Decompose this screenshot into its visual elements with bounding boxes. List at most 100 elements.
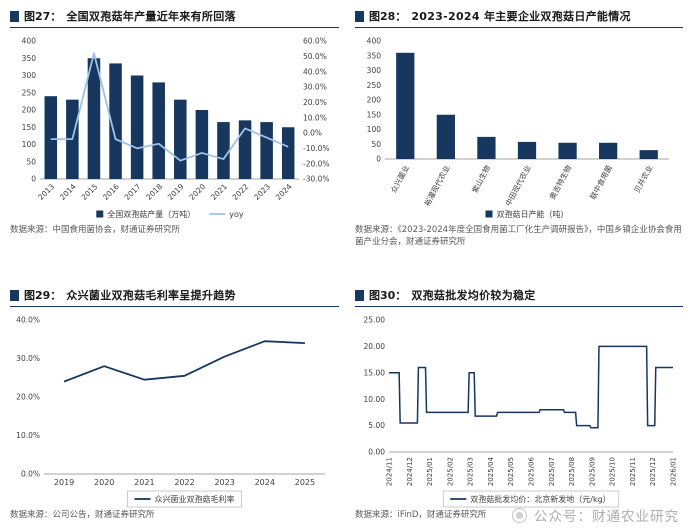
figure-30-title: 双孢菇批发均价较为稳定: [411, 289, 536, 302]
axes: 0.00 5.00 10.00 15.00 20.00 25.00: [364, 316, 673, 457]
svg-text:联中食用菌: 联中食用菌: [587, 163, 614, 201]
svg-text:50: 50: [26, 157, 36, 166]
figure-29-source: 数据来源：公司公告，财通证券研究所: [10, 510, 155, 520]
svg-text:20.0%: 20.0%: [303, 98, 327, 107]
svg-text:2025/05: 2025/05: [507, 457, 515, 486]
legend: 众兴菌业双孢菇毛利率: [127, 490, 242, 508]
svg-text:2016: 2016: [101, 182, 121, 202]
figure-28-tag: 图28：: [369, 10, 407, 23]
x-axis-labels: 2024/11 2024/12 2025/01 2025/02 2025/03 2025/…: [386, 456, 678, 486]
figure-27-tag: 图27：: [24, 10, 62, 23]
svg-text:15.00: 15.00: [364, 368, 386, 377]
bars: [396, 52, 658, 159]
svg-text:200: 200: [367, 96, 382, 105]
svg-text:250: 250: [367, 81, 382, 90]
figure-bullet-icon: [355, 289, 364, 301]
svg-text:2019: 2019: [54, 478, 74, 487]
svg-text:300: 300: [22, 71, 37, 80]
svg-text:400: 400: [367, 37, 382, 46]
figure-28-panel: 图28： 2023-2024 年主要企业双孢菇日产能情况 0 50 100 150 20…: [355, 8, 683, 273]
fig27-svg: 0 50 100 150 200 250 300 350 400 -30.0% -20.0% -10.…: [22, 37, 330, 219]
fig29-svg: 0.0% 10.0% 20.0% 30.0% 40.0% 2019 2020 2021 2022…: [16, 316, 325, 508]
svg-text:2024/12: 2024/12: [406, 457, 414, 486]
bars: [44, 58, 295, 179]
svg-text:众兴菌业: 众兴菌业: [388, 163, 411, 195]
svg-text:50.0%: 50.0%: [303, 52, 327, 61]
svg-text:2020: 2020: [187, 182, 207, 202]
svg-text:0: 0: [376, 155, 381, 164]
svg-text:50: 50: [371, 140, 381, 149]
svg-text:双孢菇日产能（吨）: 双孢菇日产能（吨）: [497, 209, 569, 219]
svg-text:2017: 2017: [123, 182, 143, 202]
svg-text:-10.0%: -10.0%: [303, 144, 330, 153]
svg-text:2025/10: 2025/10: [609, 457, 617, 486]
svg-text:2021: 2021: [209, 182, 229, 202]
caitong-logo-icon: [512, 507, 527, 523]
figure-30-panel: 图30： 双孢菇批发均价较为稳定 0.00 5.00 10.00 15.00 20.00…: [355, 287, 683, 524]
svg-text:2025/12: 2025/12: [649, 457, 657, 486]
svg-text:2025: 2025: [295, 478, 315, 487]
figure-29-chart: 0.0% 10.0% 20.0% 30.0% 40.0% 2019 2020 2021 2022…: [10, 312, 339, 508]
legend: 双孢菇日产能（吨）: [485, 209, 569, 219]
figure-27-header: 图27： 全国双孢菇年产量近年来有所回落: [10, 8, 339, 28]
axes: 0 50 100 150 200 250 300 350 400 -30.0% -20.0% -10.…: [22, 37, 330, 184]
figure-27-panel: 图27： 全国双孢菇年产量近年来有所回落 0 50 100 150 200 250 300 3…: [10, 8, 339, 273]
svg-text:350: 350: [367, 51, 382, 60]
figure-30-header: 图30： 双孢菇批发均价较为稳定: [355, 287, 683, 307]
figure-bullet-icon: [10, 289, 19, 301]
svg-text:25.00: 25.00: [364, 316, 386, 325]
svg-text:众兴菌业双孢菇毛利率: 众兴菌业双孢菇毛利率: [155, 494, 235, 504]
svg-text:2025/02: 2025/02: [446, 457, 454, 486]
svg-text:2024: 2024: [274, 182, 294, 202]
svg-text:中田现代农业: 中田现代农业: [503, 163, 533, 208]
svg-text:yoy: yoy: [229, 210, 244, 219]
svg-text:60.0%: 60.0%: [303, 37, 327, 46]
svg-text:-20.0%: -20.0%: [303, 159, 330, 168]
figure-30-chart: 0.00 5.00 10.00 15.00 20.00 25.00 2024/11 2024/…: [355, 312, 683, 508]
svg-text:奥吉特生物: 奥吉特生物: [547, 163, 574, 201]
figure-29-tag: 图29：: [24, 289, 62, 302]
fig28-svg: 0 50 100 150 200 250 300 350 400 众兴菌业 裕灌现代农业 紫山生物 中田…: [367, 37, 669, 219]
svg-text:0.0%: 0.0%: [303, 129, 322, 138]
svg-text:2019: 2019: [166, 182, 186, 202]
step-line: [389, 345, 673, 429]
x-axis-labels: 2019 2020 2021 2022 2023 2024 2025: [54, 478, 315, 487]
figure-28-source: 数据来源：《2023-2024年度全国食用菌工厂化生产调研报告》，中国乡镇企业协…: [355, 225, 682, 247]
figure-28-header: 图28： 2023-2024 年主要企业双孢菇日产能情况: [355, 8, 683, 28]
watermark: 公众号：财通农业研究: [512, 505, 679, 525]
figure-29-header: 图29： 众兴菌业双孢菇毛利率呈提升趋势: [10, 287, 339, 307]
legend: 双孢菇批发均价：北京新发地（元/kg）: [442, 490, 620, 508]
data-line: [50, 52, 289, 162]
svg-text:150: 150: [22, 123, 37, 132]
svg-text:0.00: 0.00: [368, 448, 385, 457]
svg-text:2013: 2013: [36, 182, 56, 202]
svg-text:5.00: 5.00: [368, 421, 385, 430]
svg-text:2018: 2018: [144, 182, 164, 202]
svg-text:2025/04: 2025/04: [487, 456, 495, 486]
svg-text:2025/01: 2025/01: [426, 457, 434, 486]
figure-29-panel: 图29： 众兴菌业双孢菇毛利率呈提升趋势 0.0% 10.0% 20.0% 30.0%…: [10, 287, 339, 524]
figure-27-title: 全国双孢菇年产量近年来有所回落: [66, 10, 236, 23]
svg-text:2014: 2014: [58, 182, 78, 202]
svg-text:2025/08: 2025/08: [568, 457, 576, 486]
svg-text:2025/07: 2025/07: [548, 457, 556, 486]
svg-text:2025/03: 2025/03: [467, 457, 475, 486]
svg-text:0: 0: [31, 175, 36, 184]
svg-text:紫山生物: 紫山生物: [469, 163, 492, 195]
svg-text:10.00: 10.00: [364, 395, 386, 404]
svg-text:全国双孢菇产量（万吨）: 全国双孢菇产量（万吨）: [107, 209, 195, 219]
svg-text:40.0%: 40.0%: [303, 67, 327, 76]
axes: 0.0% 10.0% 20.0% 30.0% 40.0%: [16, 316, 325, 479]
svg-text:2020: 2020: [94, 478, 114, 487]
figure-bullet-icon: [10, 10, 19, 22]
svg-text:2022: 2022: [174, 478, 194, 487]
svg-text:双孢菇批发均价：北京新发地（元/kg）: 双孢菇批发均价：北京新发地（元/kg）: [470, 494, 610, 504]
legend: 全国双孢菇产量（万吨） yoy: [96, 209, 244, 219]
svg-text:300: 300: [367, 66, 382, 75]
svg-text:10.0%: 10.0%: [303, 113, 327, 122]
figure-30-source: 数据来源：iFinD，财通证券研究所: [355, 510, 487, 520]
svg-text:20.0%: 20.0%: [16, 393, 40, 402]
svg-text:裕灌现代农业: 裕灌现代农业: [422, 163, 452, 208]
figure-29-title: 众兴菌业双孢菇毛利率呈提升趋势: [66, 289, 236, 302]
